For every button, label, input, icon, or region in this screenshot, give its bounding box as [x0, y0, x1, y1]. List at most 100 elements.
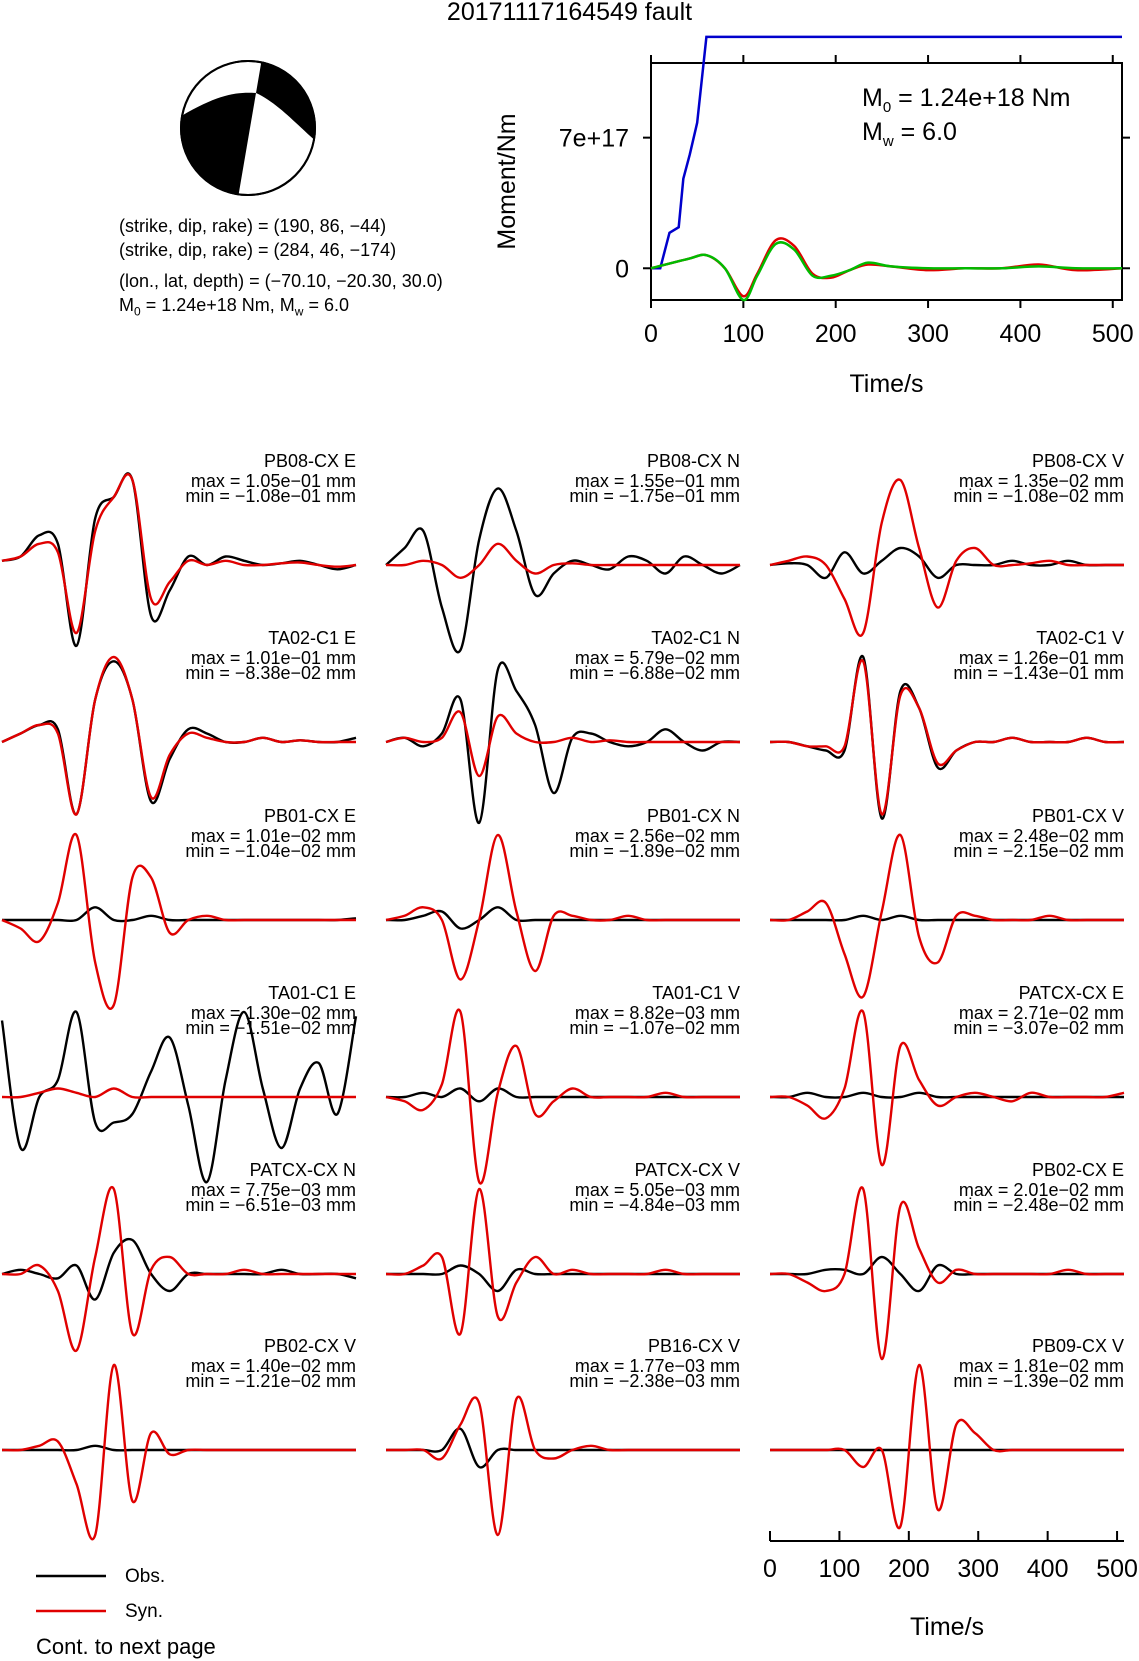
station-label: PB08-CX E [264, 451, 356, 471]
max-amplitude-label: max = 1.01e−01 mm [191, 648, 356, 668]
synthetic-trace [385, 1008, 740, 1185]
moment-summary-text: M0 = 1.24e+18 Nm, Mw = 6.0 [119, 295, 349, 319]
mw-value: = 6.0 [303, 295, 349, 315]
fault-plane-1-text: (strike, dip, rake) = (190, 86, −44) [119, 216, 387, 236]
wave-xtick-label: 300 [957, 1555, 999, 1583]
m0-chart-symbol: M [862, 84, 883, 112]
wave-xtick-label: 400 [1027, 1555, 1069, 1583]
min-amplitude-label: min = −2.38e−03 mm [569, 1371, 740, 1391]
moment-chart: 0 100 200 300 400 500 0 7e+17 Time/s Moment/Nm [493, 35, 1134, 398]
wave-xtick-label: 100 [819, 1555, 861, 1583]
moment-xtick-label: 500 [1092, 320, 1134, 348]
moment-m0-label: M0 = 1.24e+18 Nm [862, 84, 1070, 116]
observed-trace [385, 1427, 740, 1469]
min-amplitude-label: min = −1.39e−02 mm [953, 1371, 1124, 1391]
synthetic-trace [385, 542, 740, 580]
page-title: 20171117164549 fault [446, 0, 693, 26]
min-amplitude-label: min = −1.07e−02 mm [569, 1018, 740, 1038]
mw-subscript: w [294, 304, 304, 319]
moment-xtick-label: 100 [722, 320, 764, 348]
observed-trace [385, 906, 740, 930]
synthetic-trace [769, 659, 1125, 816]
fault-plane-2-text: (strike, dip, rake) = (284, 46, −174) [119, 240, 397, 260]
legend-syn-label: Syn. [125, 1601, 164, 1622]
synthetic-trace [769, 1186, 1124, 1361]
station-label: PB08-CX V [1032, 451, 1124, 471]
moment-ytick-label: 0 [615, 255, 629, 283]
synthetic-trace [385, 1187, 740, 1336]
moment-xtick-label: 0 [644, 320, 658, 348]
max-amplitude-label: max = 5.79e−02 mm [575, 648, 740, 668]
max-amplitude-label: max = 2.56e−02 mm [575, 826, 740, 846]
min-amplitude-label: min = −2.15e−02 mm [953, 841, 1124, 861]
m0-subscript: 0 [134, 304, 141, 319]
continue-note: Cont. to next page [36, 1634, 216, 1659]
wave-xtick-label: 200 [888, 1555, 930, 1583]
synthetic-trace [385, 1395, 740, 1537]
mw-chart-subscript: w [882, 133, 894, 150]
synthetic-trace [769, 1363, 1124, 1530]
moment-mw-label: Mw = 6.0 [862, 118, 957, 150]
cumulative-moment-line [651, 35, 1122, 270]
min-amplitude-label: min = −4.84e−03 mm [569, 1195, 740, 1215]
wave-xtick-label: 0 [763, 1555, 777, 1583]
min-amplitude-label: min = −1.08e−01 mm [185, 486, 356, 506]
max-amplitude-label: max = 1.05e−01 mm [191, 471, 356, 491]
min-amplitude-label: min = −1.04e−02 mm [185, 841, 356, 861]
max-amplitude-label: max = 8.82e−03 mm [575, 1003, 740, 1023]
legend-obs-label: Obs. [125, 1566, 166, 1587]
min-amplitude-label: min = −8.38e−02 mm [185, 663, 356, 683]
moment-rate-green-line [650, 241, 1123, 302]
max-amplitude-label: max = 1.30e−02 mm [191, 1003, 356, 1023]
observed-trace [385, 661, 741, 825]
station-label: PATCX-CX N [250, 1160, 356, 1180]
min-amplitude-label: min = −2.48e−02 mm [953, 1195, 1124, 1215]
synthetic-trace [1, 832, 356, 1010]
station-label: PB02-CX E [1032, 1160, 1124, 1180]
station-label: TA01-C1 V [652, 983, 740, 1003]
max-amplitude-label: max = 1.55e−01 mm [575, 471, 740, 491]
mw-chart-symbol: M [862, 118, 883, 146]
observed-trace [0, 1010, 358, 1184]
station-label: PB16-CX V [648, 1336, 740, 1356]
synthetic-trace [1, 1363, 356, 1541]
moment-xlabel: Time/s [849, 370, 923, 398]
max-amplitude-label: max = 5.05e−03 mm [575, 1180, 740, 1200]
m0-symbol: M [119, 295, 134, 315]
synthetic-trace [1, 1185, 356, 1352]
synthetic-trace [1, 655, 356, 816]
min-amplitude-label: min = −1.21e−02 mm [185, 1371, 356, 1391]
moment-plot-frame [650, 62, 1123, 301]
synthetic-trace [385, 833, 740, 981]
m0-chart-value: = 1.24e+18 Nm [891, 84, 1071, 112]
min-amplitude-label: min = −1.89e−02 mm [569, 841, 740, 861]
min-amplitude-label: min = −6.88e−02 mm [569, 663, 740, 683]
station-label: TA02-C1 N [651, 628, 740, 648]
mw-chart-value: = 6.0 [893, 118, 957, 146]
observed-trace [385, 487, 741, 654]
min-amplitude-label: min = −6.51e−03 mm [185, 1195, 356, 1215]
observed-trace [386, 1264, 740, 1293]
m0-value: = 1.24e+18 Nm, M [140, 295, 295, 315]
max-amplitude-label: max = 1.26e−01 mm [959, 648, 1124, 668]
min-amplitude-label: min = −1.08e−02 mm [953, 486, 1124, 506]
max-amplitude-label: max = 1.40e−02 mm [191, 1356, 356, 1376]
station-label: TA02-C1 V [1036, 628, 1124, 648]
synthetic-trace [769, 833, 1124, 999]
moment-ylabel: Moment/Nm [493, 113, 521, 249]
location-text: (lon., lat, depth) = (−70.10, −20.30, 30… [119, 271, 443, 291]
station-label: PATCX-CX V [635, 1160, 740, 1180]
